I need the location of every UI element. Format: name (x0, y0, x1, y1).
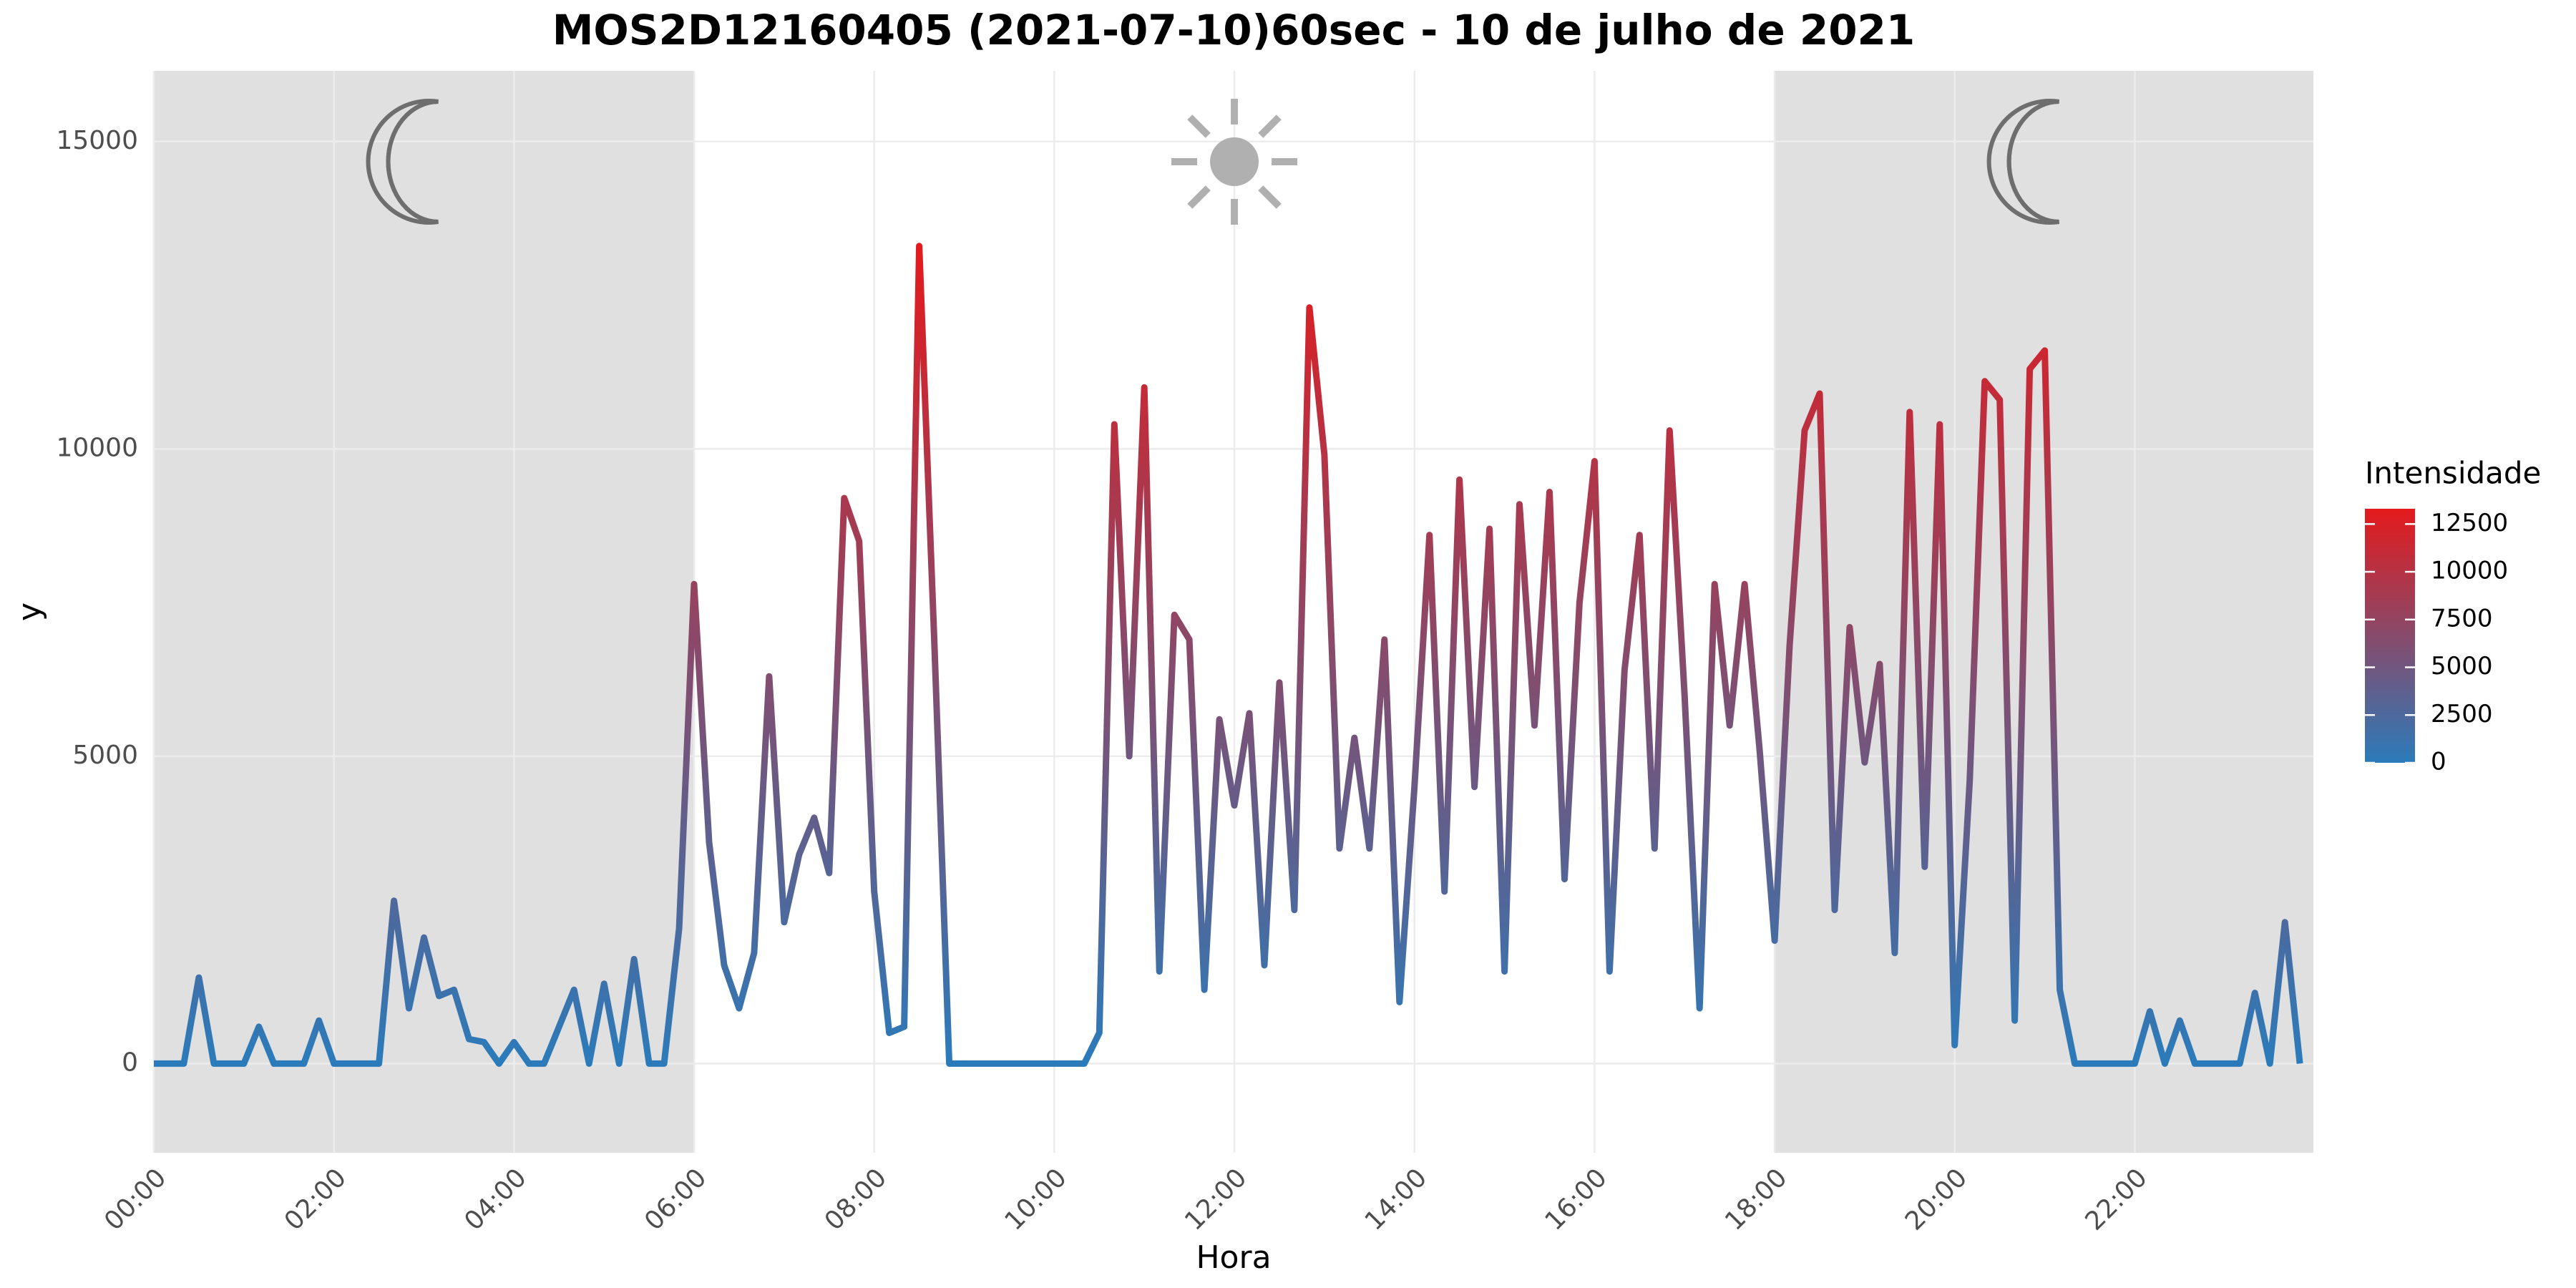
x-tick-label: 20:00 (1900, 1163, 1973, 1236)
panel (152, 71, 2313, 1153)
x-tick-label: 22:00 (2080, 1163, 2153, 1236)
y-tick-label: 5000 (72, 741, 138, 770)
colorbar-label: 2500 (2431, 700, 2493, 728)
colorbar-label: 0 (2431, 748, 2446, 776)
moon-icon (1986, 99, 2060, 225)
y-tick-label: 15000 (56, 126, 138, 155)
y-tick-label: 10000 (56, 433, 138, 462)
x-tick-label: 18:00 (1719, 1163, 1792, 1236)
x-tick-label: 16:00 (1539, 1163, 1612, 1236)
x-axis-title: Hora (1196, 1239, 1271, 1276)
x-tick-label: 12:00 (1179, 1163, 1252, 1236)
sun-icon (1171, 99, 1298, 225)
colorbar-label: 5000 (2431, 652, 2493, 680)
colorbar-label: 10000 (2431, 557, 2508, 585)
night-region (1775, 71, 2313, 1153)
y-tick-label: 0 (122, 1048, 138, 1077)
legend-title: Intensidade (2365, 456, 2541, 491)
x-tick-label: 02:00 (279, 1163, 352, 1236)
y-axis-title: y (11, 602, 48, 621)
x-tick-label: 04:00 (459, 1163, 532, 1236)
x-tick-label: 00:00 (99, 1163, 172, 1236)
chart-title: MOS2D12160405 (2021-07-10)60sec - 10 de … (552, 6, 1916, 54)
moon-icon (366, 99, 439, 225)
x-tick-label: 10:00 (999, 1163, 1072, 1236)
legend: Intensidade 0 2500 5000 7500 10000 12500 (2365, 456, 2541, 776)
colorbar (2365, 509, 2415, 763)
x-tick-label: 06:00 (639, 1163, 712, 1236)
x-tick-label: 08:00 (819, 1163, 892, 1236)
colorbar-label: 12500 (2431, 509, 2508, 537)
x-tick-label: 14:00 (1360, 1163, 1433, 1236)
data-line (154, 243, 2303, 1067)
colorbar-label: 7500 (2431, 604, 2493, 633)
night-region (154, 71, 695, 1153)
